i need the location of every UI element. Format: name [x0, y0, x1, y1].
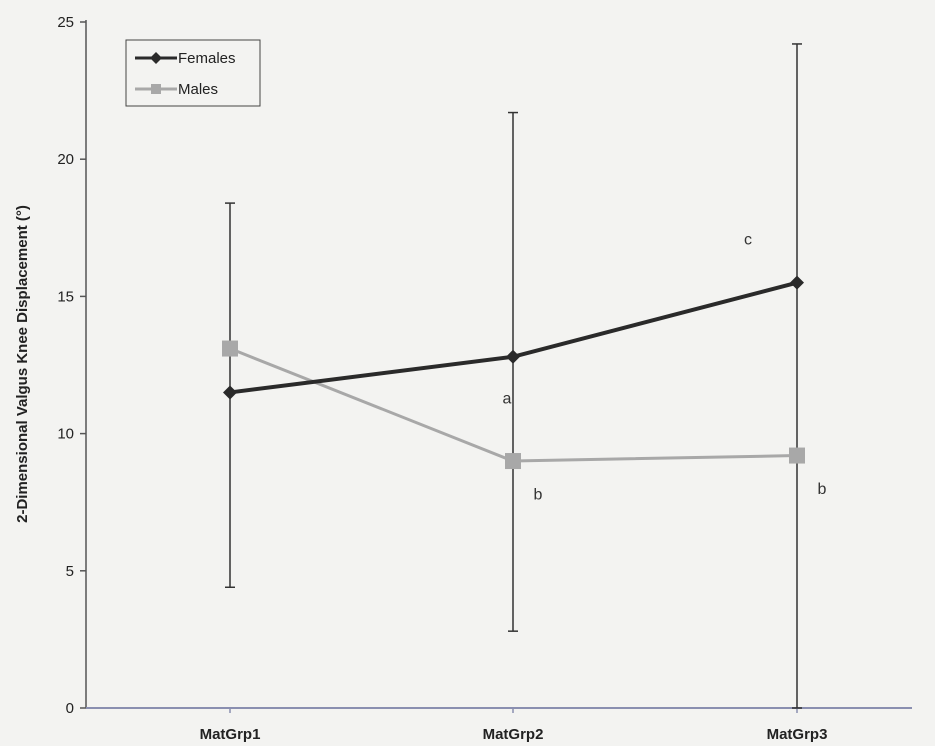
annotation-c: c: [744, 231, 752, 248]
annotations: a b c b: [503, 231, 827, 503]
y-tick-label: 5: [66, 563, 74, 580]
data-point-males: [789, 447, 805, 464]
axes: 0 5 10 15 20 25 MatGrp1 MatGrp2 MatGrp3: [57, 14, 912, 743]
legend-males-label: Males: [178, 81, 218, 98]
legend: Females Males: [125, 39, 261, 107]
data-point-males: [505, 453, 521, 470]
legend-males-marker: [151, 84, 161, 94]
x-tick-label: MatGrp2: [483, 726, 544, 743]
y-tick-label: 20: [57, 151, 74, 168]
legend-females-label: Females: [178, 50, 236, 67]
y-axis-label: 2-Dimensional Valgus Knee Displacement (…: [14, 205, 31, 523]
y-tick-label: 15: [57, 288, 74, 305]
legend-females-marker: [150, 52, 162, 64]
legend-box: [125, 39, 261, 107]
series-markers: [222, 275, 805, 470]
y-tick-label: 25: [57, 14, 74, 31]
y-tick-label: 0: [66, 700, 74, 717]
data-point-females: [790, 275, 804, 290]
x-tick-label: MatGrp1: [200, 726, 261, 743]
annotation-b: b: [534, 486, 543, 503]
x-tick-label: MatGrp3: [767, 726, 828, 743]
data-point-females: [223, 385, 237, 400]
data-point-males: [222, 340, 238, 357]
annotation-a: a: [503, 390, 512, 407]
data-point-females: [506, 349, 520, 364]
y-tick-label: 10: [57, 426, 74, 443]
annotation-b: b: [818, 481, 827, 498]
